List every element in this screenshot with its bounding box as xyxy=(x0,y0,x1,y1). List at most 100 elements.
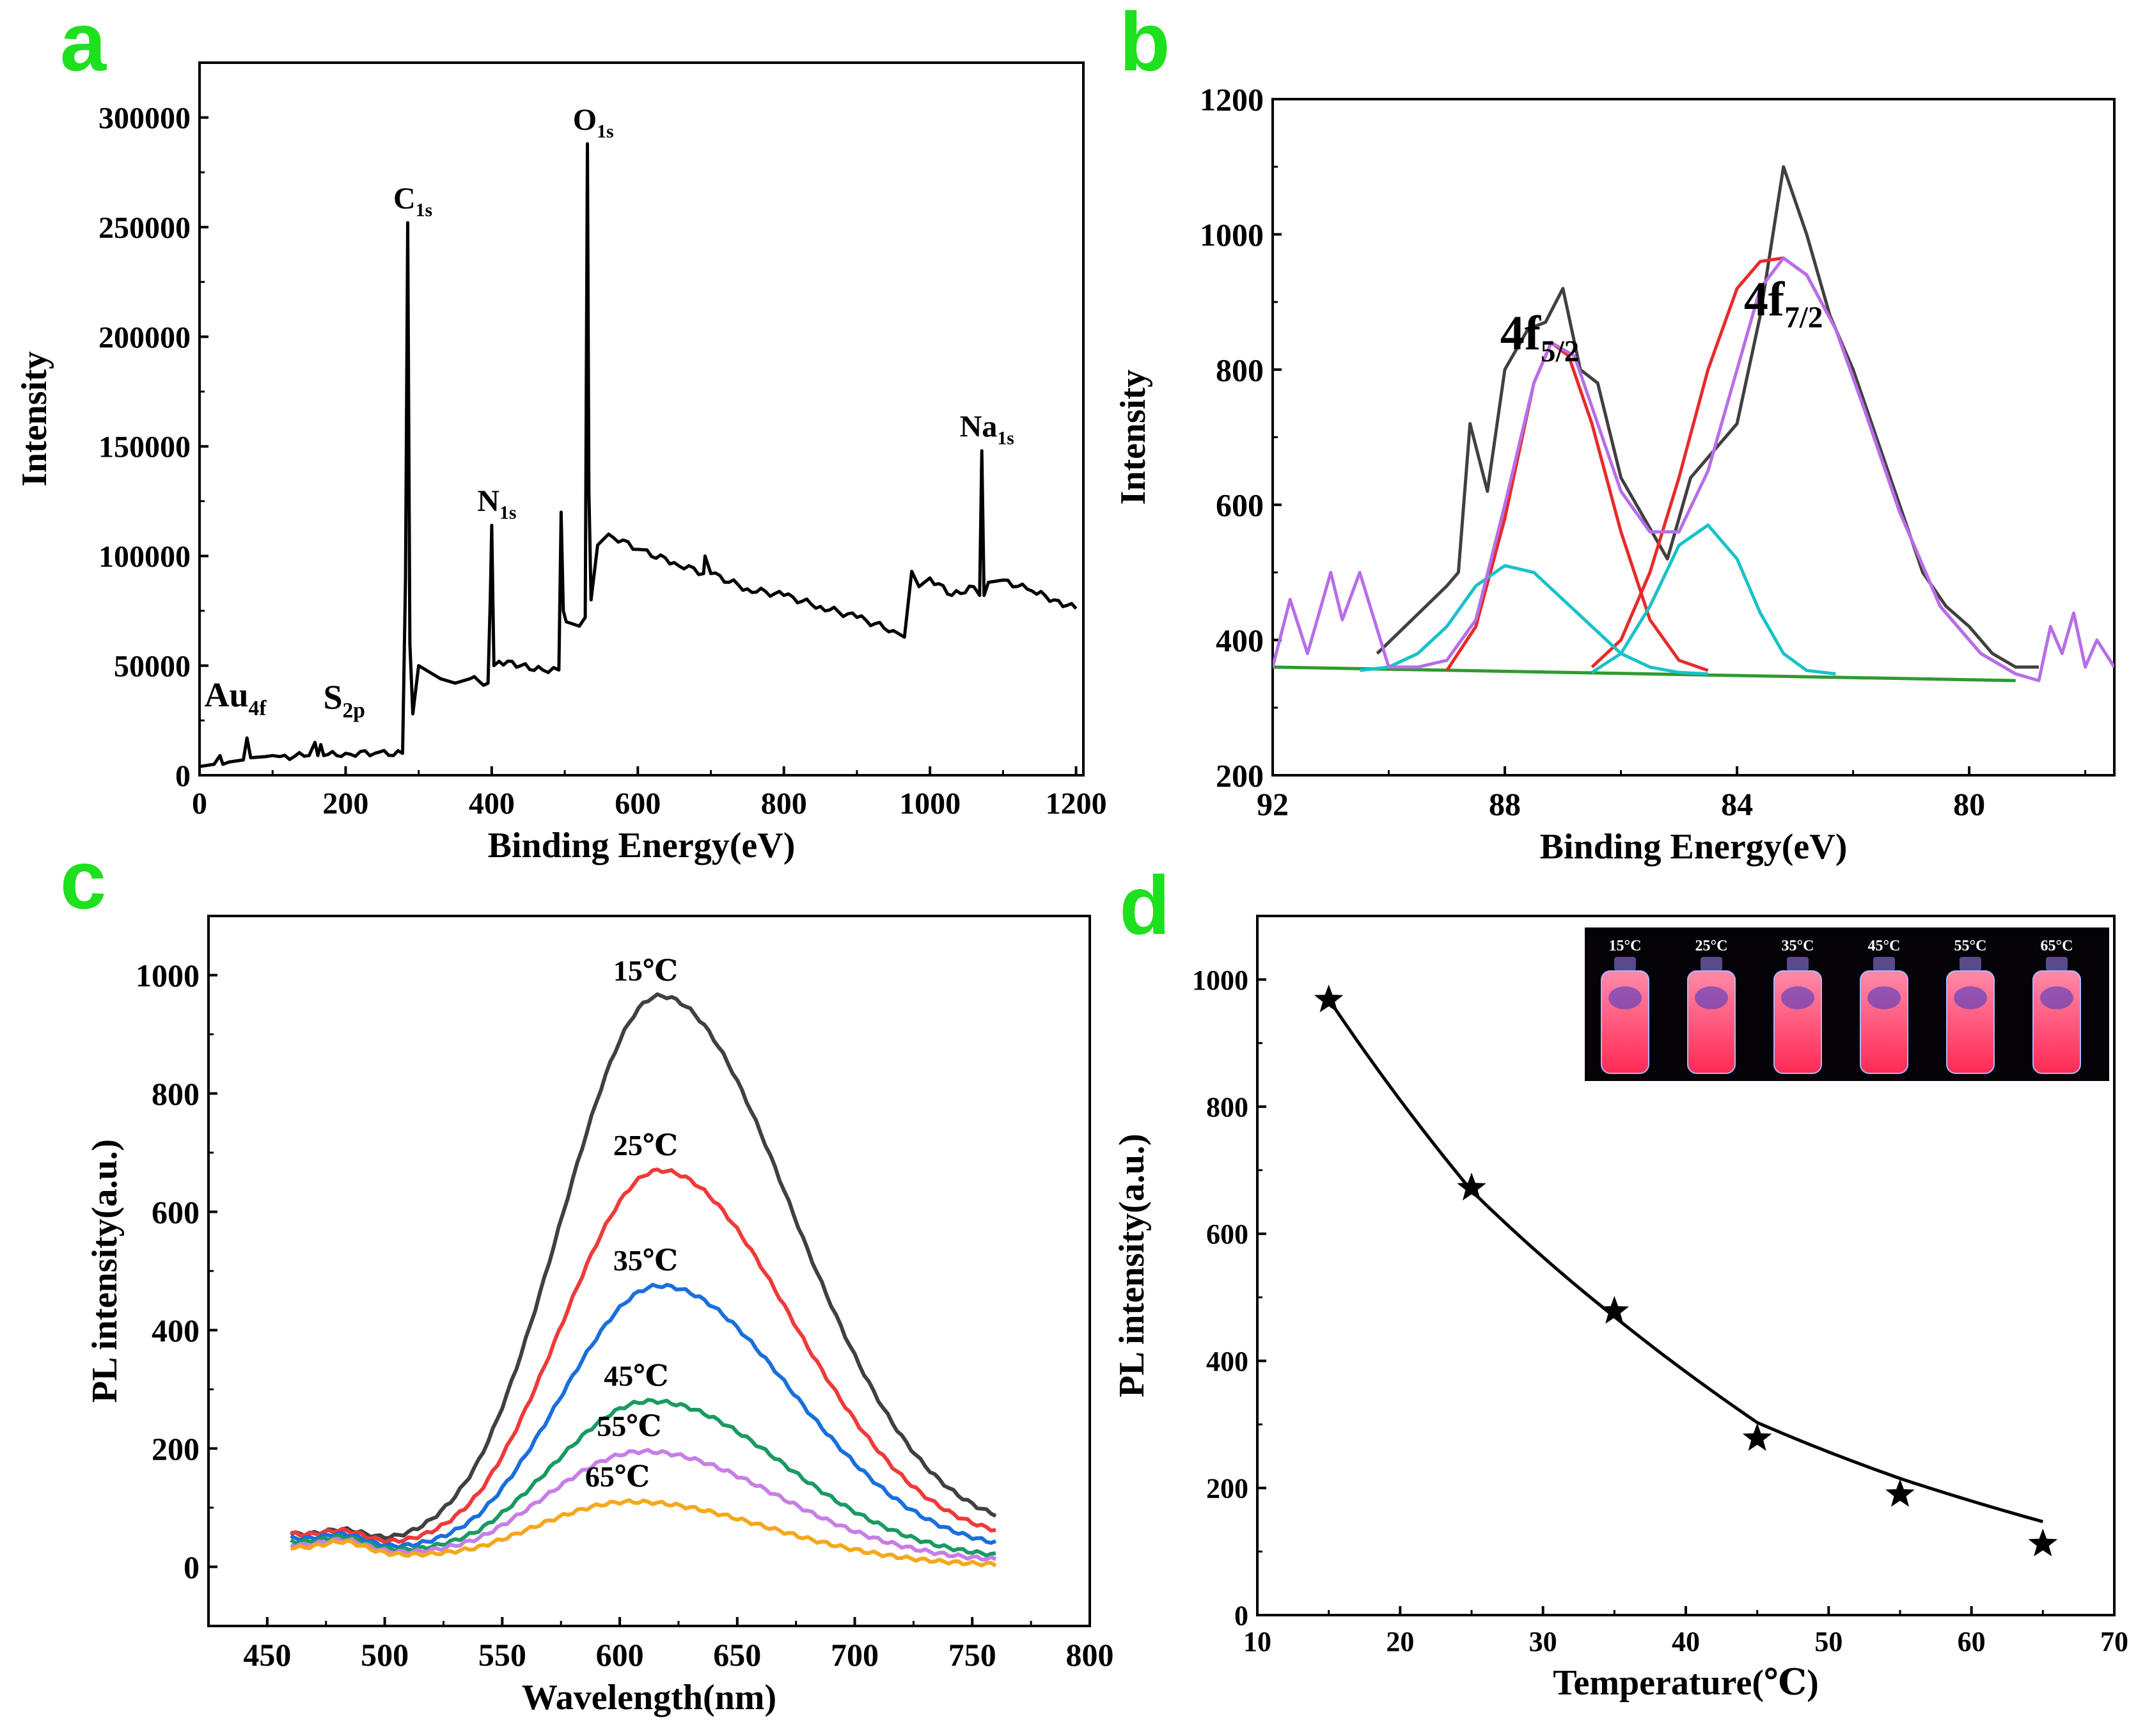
spectrum-label-55: 55℃ xyxy=(597,1410,661,1442)
y-tick-label: 100000 xyxy=(98,540,191,574)
vial-label: 15°C xyxy=(1609,938,1642,954)
data-point-star xyxy=(2028,1528,2058,1557)
series-envelope xyxy=(1273,256,2114,683)
vial-cap xyxy=(1614,957,1636,971)
vial-label: 35°C xyxy=(1782,938,1814,954)
data-point-star xyxy=(1742,1423,1772,1451)
plot-frame xyxy=(198,61,1085,777)
survey-line xyxy=(199,142,1078,768)
peak-label-s-sub: 2p xyxy=(343,699,365,723)
inset-photo: 15°C 25°C 35°C 45°C 55°C 65°C xyxy=(1585,927,2109,1081)
peak-label-o: O1s xyxy=(573,103,614,142)
x-tick-label: 600 xyxy=(596,1637,644,1673)
vial-blue-glow xyxy=(1867,986,1901,1009)
data-point-star xyxy=(1314,984,1344,1013)
y-tick-label: 800 xyxy=(1206,1091,1248,1123)
y-tick-label: 1200 xyxy=(1200,82,1264,118)
spectrum-55 xyxy=(290,1448,997,1562)
x-axis-label: Temperature(℃) xyxy=(1553,1663,1818,1703)
spectrum-25 xyxy=(290,1167,996,1545)
y-axis-label: PL intensity(a.u.) xyxy=(85,1139,125,1403)
spectrum-label-65: 65℃ xyxy=(585,1460,650,1493)
peak-label-s: S2p xyxy=(323,678,365,723)
x-tick-label: 50 xyxy=(1814,1626,1842,1657)
peak-annotation-0-main: 4f xyxy=(1500,306,1542,360)
vial-label: 55°C xyxy=(1954,938,1987,954)
x-tick-label: 650 xyxy=(713,1637,761,1673)
spectrum-label-35: 35℃ xyxy=(613,1244,678,1277)
y-tick-label: 800 xyxy=(1216,352,1264,388)
series-fit_5_2 xyxy=(1445,341,1709,672)
x-tick-label: 1000 xyxy=(899,787,961,821)
panel-a: 0 200 400 600 800 1000 1200 0 50000 100000 150000 2… xyxy=(15,0,1107,865)
panel-b-plot xyxy=(1273,165,2114,683)
peak-annotation-0: 4f5/2 xyxy=(1500,306,1580,368)
y-tick-label: 800 xyxy=(152,1076,200,1112)
peak-label-n-main: N xyxy=(477,484,499,518)
y-tick-label: 400 xyxy=(152,1313,200,1348)
x-tick-label: 400 xyxy=(469,787,515,821)
vial-cap xyxy=(1960,957,1981,971)
x-tick-label: 700 xyxy=(831,1637,879,1673)
x-tick-label: 800 xyxy=(761,787,807,821)
vial-blue-glow xyxy=(1695,986,1728,1009)
vial-blue-glow xyxy=(1781,986,1814,1009)
y-tick-label: 0 xyxy=(184,1549,200,1585)
x-axis-label: Binding Energy(eV) xyxy=(488,826,796,865)
x-tick-label: 550 xyxy=(478,1637,526,1673)
fit-curve xyxy=(1327,998,2043,1524)
x-tick-label: 600 xyxy=(615,787,661,821)
x-tick-label: 40 xyxy=(1672,1626,1700,1657)
y-tick-label: 50000 xyxy=(114,649,191,683)
y-tick-label: 300000 xyxy=(98,101,191,135)
spectrum-65 xyxy=(290,1498,997,1568)
x-tick-label: 200 xyxy=(322,787,368,821)
x-tick-label: 20 xyxy=(1386,1626,1414,1657)
y-tick-label: 1000 xyxy=(1200,217,1264,253)
panel-d: 10 20 30 40 50 60 70 0 200 400 600 800 1000 Temperatu… xyxy=(1112,858,2128,1703)
y-tick-label: 0 xyxy=(175,759,191,793)
peak-label-na-main: Na xyxy=(960,410,998,444)
vial-cap xyxy=(2046,957,2068,971)
x-tick-label: 450 xyxy=(243,1637,291,1673)
x-tick-label: 750 xyxy=(948,1637,996,1673)
data-point-star xyxy=(1457,1172,1486,1201)
x-tick-label: 1200 xyxy=(1046,787,1107,821)
peak-label-c-sub: 1s xyxy=(416,200,432,221)
y-tick-label: 250000 xyxy=(98,211,191,245)
series-cyan_1 xyxy=(1359,564,1708,675)
series-cyan_2 xyxy=(1591,523,1836,675)
peak-label-na-sub: 1s xyxy=(997,428,1014,449)
peak-label-o-main: O xyxy=(573,103,597,137)
spectrum-label-25: 25℃ xyxy=(613,1129,678,1162)
x-axis-label: Wavelength(nm) xyxy=(522,1678,776,1717)
vial-label: 25°C xyxy=(1695,938,1728,954)
y-tick-label: 600 xyxy=(1206,1219,1248,1250)
panel-letter: b xyxy=(1119,0,1170,88)
panel-letter: d xyxy=(1119,858,1170,952)
inset-background xyxy=(1585,927,2109,1081)
peak-label-c: C1s xyxy=(393,182,432,221)
peak-annotation-1: 4f7/2 xyxy=(1744,272,1823,335)
peak-annotation-0-sub: 5/2 xyxy=(1541,335,1579,368)
y-tick-label: 1000 xyxy=(136,958,200,993)
vial-label: 45°C xyxy=(1868,938,1901,954)
peak-label-au: Au4f xyxy=(204,676,267,721)
y-tick-label: 1000 xyxy=(1192,965,1248,996)
y-axis-label: PL intensity(a.u.) xyxy=(1112,1133,1152,1397)
y-tick-label: 400 xyxy=(1216,622,1264,658)
series-raw xyxy=(1376,165,2039,669)
panel-c: 450 500 550 600 650 700 750 800 0 200 400 600 800 100… xyxy=(60,833,1114,1717)
spectrum-label-15: 15℃ xyxy=(613,954,678,987)
peak-label-s-main: S xyxy=(323,678,342,716)
y-axis-label: Intensity xyxy=(15,351,54,487)
y-tick-label: 600 xyxy=(1216,487,1264,523)
vial-cap xyxy=(1701,957,1722,971)
data-point-star xyxy=(1599,1296,1630,1324)
spectrum-label-45: 45℃ xyxy=(604,1360,668,1393)
y-tick-label: 0 xyxy=(1234,1600,1248,1631)
vial-cap xyxy=(1873,957,1895,971)
y-tick-label: 200 xyxy=(152,1431,200,1467)
x-tick-label: 0 xyxy=(192,787,207,821)
x-tick-label: 60 xyxy=(1958,1626,1986,1657)
